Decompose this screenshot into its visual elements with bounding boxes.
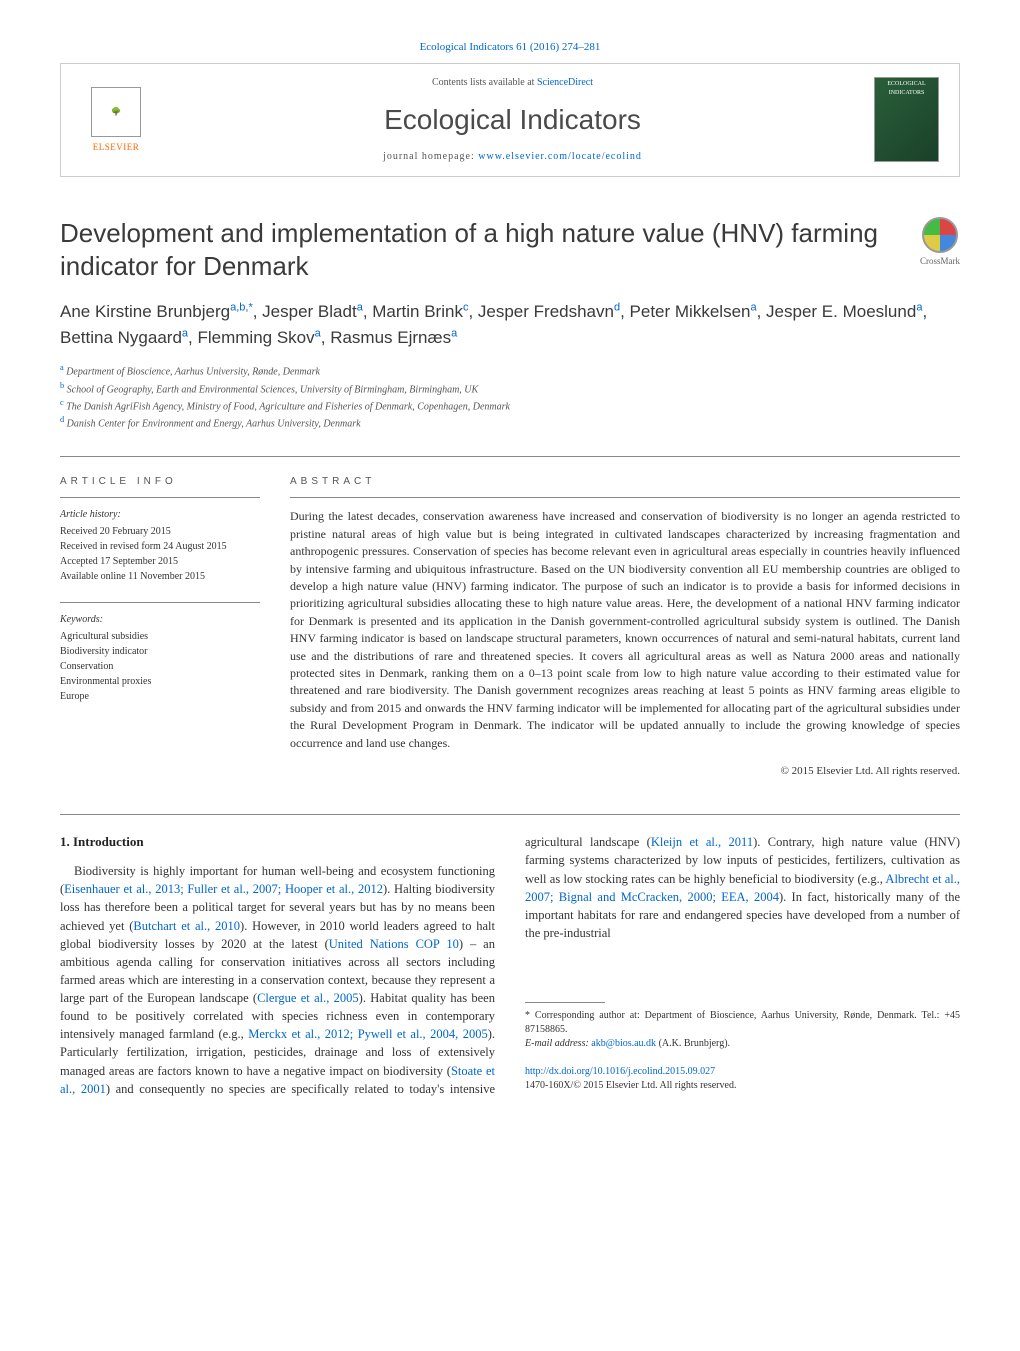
article-info-heading: article info (60, 475, 260, 489)
abstract-copyright: © 2015 Elsevier Ltd. All rights reserved… (290, 764, 960, 779)
section-divider (60, 814, 960, 815)
citation-link[interactable]: United Nations COP 10 (329, 937, 459, 951)
author-list: Ane Kirstine Brunbjerga,b,*, Jesper Blad… (60, 299, 960, 350)
article-history-block: Article history: Received 20 February 20… (60, 497, 260, 584)
introduction-heading: 1. Introduction (60, 833, 495, 852)
citation-link[interactable]: Butchart et al., 2010 (133, 919, 240, 933)
email-line: E-mail address: akb@bios.au.dk (A.K. Bru… (525, 1037, 960, 1051)
affiliation-line: c The Danish AgriFish Agency, Ministry o… (60, 397, 960, 414)
journal-title: Ecological Indicators (151, 100, 874, 139)
keywords-block: Keywords: Agricultural subsidiesBiodiver… (60, 602, 260, 704)
sciencedirect-link[interactable]: ScienceDirect (537, 77, 593, 88)
journal-citation: Ecological Indicators 61 (2016) 274–281 (60, 40, 960, 55)
keyword-line: Biodiversity indicator (60, 644, 260, 659)
abstract-heading: abstract (290, 475, 960, 489)
keywords-label: Keywords: (60, 613, 260, 627)
article-title: Development and implementation of a high… (60, 217, 900, 285)
citation-link[interactable]: Merckx et al., 2012; Pywell et al., 2004… (248, 1027, 487, 1041)
affiliations-list: a Department of Bioscience, Aarhus Unive… (60, 362, 960, 431)
affiliation-line: d Danish Center for Environment and Ener… (60, 414, 960, 431)
journal-homepage-link[interactable]: www.elsevier.com/locate/ecolind (478, 151, 642, 162)
abstract-section: abstract During the latest decades, cons… (290, 475, 960, 779)
footnote-separator (525, 1002, 605, 1003)
affiliation-line: a Department of Bioscience, Aarhus Unive… (60, 362, 960, 379)
body-paragraph: Biodiversity is highly important for hum… (60, 833, 960, 1097)
keyword-line: Conservation (60, 659, 260, 674)
corresponding-author-note: * Corresponding author at: Department of… (525, 1009, 960, 1037)
doi-link[interactable]: http://dx.doi.org/10.1016/j.ecolind.2015… (525, 1066, 715, 1077)
citation-link[interactable]: Eisenhauer et al., 2013; Fuller et al., … (64, 882, 383, 896)
keyword-line: Europe (60, 689, 260, 704)
affiliation-line: b School of Geography, Earth and Environ… (60, 380, 960, 397)
issn-copyright: 1470-160X/© 2015 Elsevier Ltd. All right… (525, 1080, 736, 1091)
crossmark-label: CrossMark (920, 255, 960, 268)
section-divider (60, 456, 960, 457)
history-line: Accepted 17 September 2015 (60, 554, 260, 569)
article-info-sidebar: article info Article history: Received 2… (60, 475, 260, 779)
history-line: Received 20 February 2015 (60, 524, 260, 539)
citation-link[interactable]: Kleijn et al., 2011 (651, 835, 753, 849)
contents-available-line: Contents lists available at ScienceDirec… (151, 76, 874, 90)
keyword-line: Agricultural subsidies (60, 629, 260, 644)
history-label: Article history: (60, 508, 260, 522)
history-line: Received in revised form 24 August 2015 (60, 539, 260, 554)
author-email-link[interactable]: akb@bios.au.dk (591, 1038, 656, 1049)
citation-link[interactable]: Clergue et al., 2005 (257, 991, 359, 1005)
abstract-text: During the latest decades, conservation … (290, 497, 960, 751)
publisher-name: ELSEVIER (93, 141, 140, 154)
crossmark-badge[interactable]: CrossMark (920, 217, 960, 268)
journal-cover-thumbnail: ECOLOGICAL INDICATORS (874, 77, 939, 162)
footer-metadata: http://dx.doi.org/10.1016/j.ecolind.2015… (525, 1065, 960, 1093)
footnotes: * Corresponding author at: Department of… (525, 1009, 960, 1051)
elsevier-tree-icon: 🌳 (91, 87, 141, 137)
keyword-line: Environmental proxies (60, 674, 260, 689)
crossmark-icon (922, 217, 958, 253)
journal-masthead: 🌳 ELSEVIER Contents lists available at S… (60, 63, 960, 176)
article-body: 1. Introduction Biodiversity is highly i… (60, 833, 960, 1097)
publisher-logo: 🌳 ELSEVIER (81, 87, 151, 154)
journal-homepage-line: journal homepage: www.elsevier.com/locat… (151, 150, 874, 164)
history-line: Available online 11 November 2015 (60, 569, 260, 584)
